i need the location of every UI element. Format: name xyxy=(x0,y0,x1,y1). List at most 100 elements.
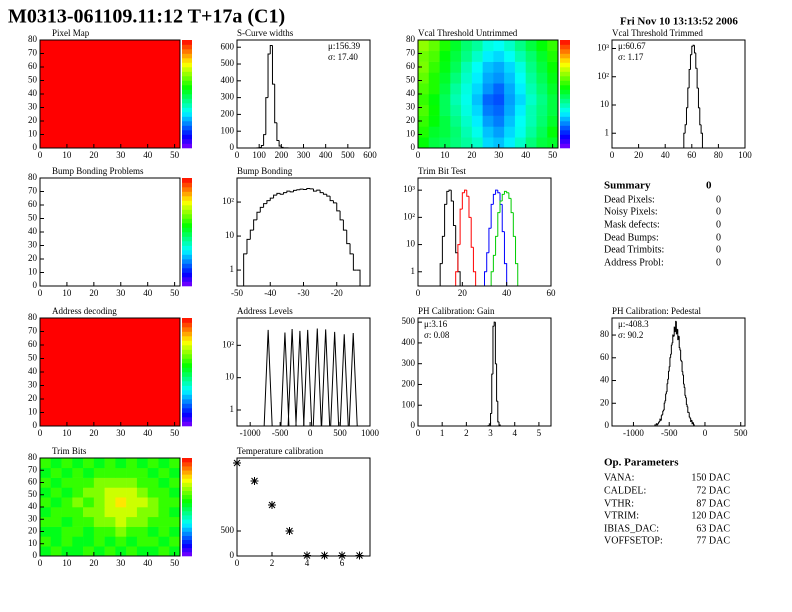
panel-title: PH Calibration: Gain xyxy=(418,306,495,316)
y-tick-label: 70 xyxy=(28,326,38,336)
x-tick-label: 0 xyxy=(38,558,43,568)
heat-cell xyxy=(482,126,494,138)
heat-cell xyxy=(169,497,181,508)
x-tick-label: 50 xyxy=(170,428,180,438)
heat-cell xyxy=(450,126,462,138)
palette-step xyxy=(182,363,192,368)
stats-text: σ: 0.08 xyxy=(424,330,450,340)
op-value: 120 DAC xyxy=(691,510,730,521)
heat-cell xyxy=(536,40,548,52)
panel-title: S-Curve widths xyxy=(237,28,294,38)
heat-cell xyxy=(61,516,73,527)
x-tick-label: 20 xyxy=(89,288,99,298)
x-tick-label: 50 xyxy=(170,150,180,160)
palette-step xyxy=(182,394,192,400)
hist-bin xyxy=(332,200,337,204)
hist-bin xyxy=(316,189,321,192)
panel-title: Address Levels xyxy=(237,306,293,316)
y-tick-label: 1 xyxy=(605,127,610,137)
hist-bin xyxy=(346,230,351,245)
palette-step xyxy=(182,331,192,337)
y-tick-label: 40 xyxy=(600,375,610,385)
x-tick-label: 30 xyxy=(116,428,126,438)
hist-bin xyxy=(243,253,247,286)
heat-cell xyxy=(493,61,505,73)
heat-cell xyxy=(40,507,52,518)
hist-bin xyxy=(286,190,291,193)
x-tick-label: 2 xyxy=(464,428,469,438)
heat-cell xyxy=(104,536,116,547)
y-tick-label: 0 xyxy=(230,550,235,560)
heat-cell xyxy=(471,61,483,73)
heat-cell xyxy=(493,137,505,149)
heat-cell xyxy=(428,94,440,106)
heat-cell xyxy=(147,477,159,488)
heat-cell xyxy=(104,458,116,469)
y-tick-label: 20 xyxy=(28,253,38,263)
y-tick-label: 70 xyxy=(28,186,38,196)
palette-step xyxy=(182,543,192,549)
summary-value: 0 xyxy=(716,232,721,243)
x-tick-label: 10 xyxy=(62,150,72,160)
heat-cell xyxy=(158,526,170,537)
palette-step xyxy=(182,354,192,359)
x-tick-label: 100 xyxy=(738,150,752,160)
hist-bin xyxy=(488,227,492,253)
hist-bin xyxy=(470,217,474,248)
heat-cell xyxy=(61,467,73,478)
heat-cell xyxy=(514,40,526,52)
palette-step xyxy=(182,412,192,418)
x-tick-label: 0 xyxy=(308,428,313,438)
palette-step xyxy=(182,490,192,496)
heat-cell xyxy=(514,83,526,95)
heat-cell xyxy=(428,61,440,73)
x-tick-label: -1000 xyxy=(240,428,261,438)
hist-bin xyxy=(661,414,663,416)
x-tick-label: 0 xyxy=(38,150,43,160)
x-tick-label: 0 xyxy=(235,558,240,568)
hist-bin xyxy=(655,423,658,425)
heat-cell xyxy=(126,507,138,518)
hist-bin xyxy=(690,418,692,422)
y-tick-label: 500 xyxy=(402,316,416,326)
heat-cell xyxy=(536,50,548,62)
spike xyxy=(312,328,322,427)
heat-cell xyxy=(525,40,537,52)
heat-cell xyxy=(482,72,494,84)
x-tick-label: 40 xyxy=(661,150,671,160)
heat-cell xyxy=(461,72,473,84)
heat-cell xyxy=(547,40,559,52)
heat-cell xyxy=(493,126,505,138)
palette-step xyxy=(182,523,192,528)
x-tick-label: 20 xyxy=(634,150,644,160)
heat-cell xyxy=(514,50,526,62)
panel-title: Bump Bonding xyxy=(237,166,293,176)
heat-cell xyxy=(471,50,483,62)
palette-step xyxy=(560,80,570,86)
heat-cell xyxy=(93,536,105,547)
hist-bin xyxy=(693,45,696,54)
stats-text: σ: 17.40 xyxy=(328,52,358,62)
heat-cell xyxy=(126,526,138,537)
palette-step xyxy=(182,547,192,553)
heat-cell xyxy=(169,467,181,478)
palette-step xyxy=(182,417,192,422)
y-tick-label: 0 xyxy=(33,420,38,430)
heat-cell xyxy=(50,507,62,518)
y-tick-label: 50 xyxy=(28,489,38,499)
palette-step xyxy=(182,367,192,373)
heat-cell xyxy=(61,536,73,547)
palette-step xyxy=(182,130,192,135)
heat-cell xyxy=(536,94,548,106)
hist-bin xyxy=(660,419,662,421)
heat-cell xyxy=(536,83,548,95)
op-value: 87 DAC xyxy=(696,498,730,509)
heat-cell xyxy=(115,507,127,518)
heat-cell xyxy=(547,126,559,138)
x-tick-label: 20 xyxy=(89,558,99,568)
palette-step xyxy=(182,385,192,391)
heat-cell xyxy=(536,137,548,149)
heat-cell xyxy=(93,497,105,508)
panel-title: Trim Bits xyxy=(52,446,87,456)
